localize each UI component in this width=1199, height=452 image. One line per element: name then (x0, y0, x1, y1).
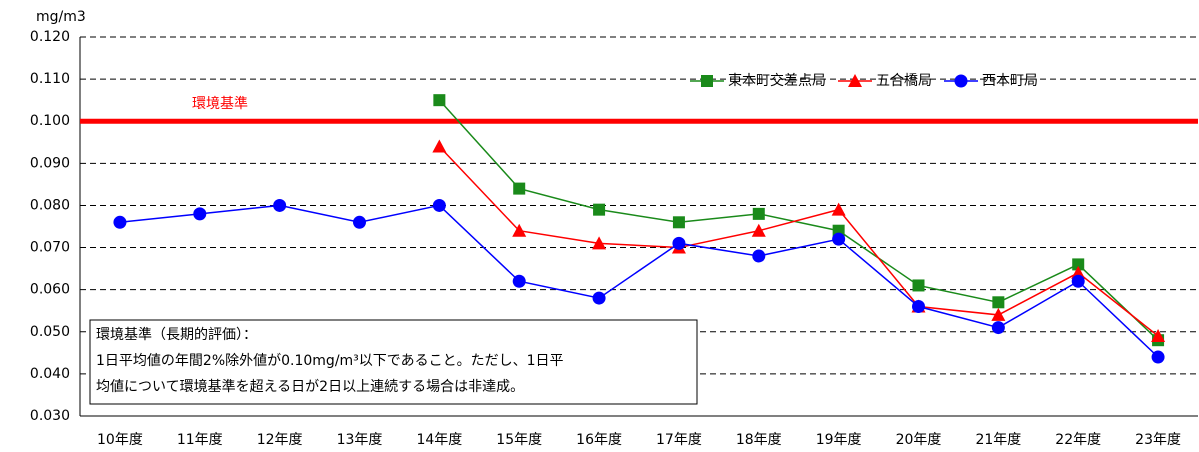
x-tick-label: 12年度 (257, 432, 303, 448)
x-tick-label: 21年度 (975, 432, 1021, 448)
x-tick-label: 11年度 (177, 432, 223, 448)
marker (1151, 350, 1165, 364)
y-unit-label: mg/m3 (36, 9, 86, 25)
legend-item: 五合橋局 (838, 73, 932, 89)
annotation-text: 均値について環境基準を超える日が2日以上連続する場合は非達成。 (96, 378, 524, 395)
x-tick-label: 16年度 (576, 432, 622, 448)
marker (832, 232, 846, 246)
marker (512, 274, 526, 288)
marker (672, 236, 686, 250)
x-tick-label: 13年度 (337, 432, 383, 448)
legend-label: 東本町交差点局 (728, 72, 826, 89)
marker (432, 198, 446, 212)
marker (954, 74, 968, 88)
marker (513, 182, 526, 195)
y-tick-label: 0.090 (30, 155, 70, 171)
reference-label: 環境基準 (192, 95, 248, 112)
y-tick-label: 0.120 (30, 29, 70, 45)
marker (592, 236, 607, 250)
y-tick-label: 0.040 (30, 366, 70, 382)
y-tick-label: 0.050 (30, 324, 70, 340)
marker (912, 300, 925, 314)
marker (912, 279, 925, 292)
marker (512, 223, 527, 237)
legend-label: 西本町局 (982, 73, 1038, 89)
legend-item: 東本町交差点局 (690, 72, 826, 89)
x-tick-label: 19年度 (816, 432, 862, 448)
marker (1071, 265, 1086, 279)
series-line (438, 145, 1159, 337)
marker (701, 75, 713, 87)
marker (273, 198, 287, 212)
y-tick-label: 0.080 (30, 197, 70, 213)
marker (1151, 328, 1166, 342)
legend-label: 五合橋局 (876, 73, 932, 89)
marker (432, 139, 447, 153)
marker (752, 207, 765, 220)
marker (831, 202, 846, 216)
marker (751, 223, 766, 237)
x-tick-label: 14年度 (416, 432, 462, 448)
marker (433, 94, 446, 107)
marker (991, 321, 1005, 335)
marker (1072, 258, 1085, 271)
y-tick-label: 0.060 (30, 282, 70, 298)
y-tick-label: 0.030 (30, 408, 70, 424)
marker (752, 249, 766, 263)
marker (593, 203, 606, 216)
x-tick-label: 20年度 (896, 432, 942, 448)
marker (193, 207, 207, 221)
annotation-text: 1日平均値の年間2%除外値が0.10mg/m³以下であること。ただし、1日平 (96, 353, 564, 369)
marker (848, 74, 862, 87)
x-tick-label: 15年度 (496, 432, 542, 448)
legend-item: 西本町局 (944, 73, 1038, 89)
series-line (119, 204, 1159, 358)
x-tick-label: 23年度 (1135, 432, 1181, 448)
y-tick-label: 0.100 (30, 113, 70, 129)
x-tick-label: 18年度 (736, 432, 782, 448)
marker (353, 215, 366, 229)
marker (592, 291, 606, 305)
y-tick-label: 0.110 (30, 71, 70, 87)
annotation-box (89, 319, 698, 405)
marker (1071, 274, 1085, 288)
marker (992, 296, 1005, 309)
x-tick-label: 22年度 (1055, 432, 1101, 448)
marker (672, 216, 685, 229)
annotation-text: 環境基準（長期的評価）： (96, 326, 257, 343)
x-tick-label: 17年度 (656, 432, 702, 448)
y-tick-label: 0.070 (30, 240, 70, 256)
marker (113, 215, 127, 229)
marker (991, 307, 1006, 321)
x-tick-label: 10年度 (97, 432, 143, 448)
series-line (438, 99, 1159, 341)
